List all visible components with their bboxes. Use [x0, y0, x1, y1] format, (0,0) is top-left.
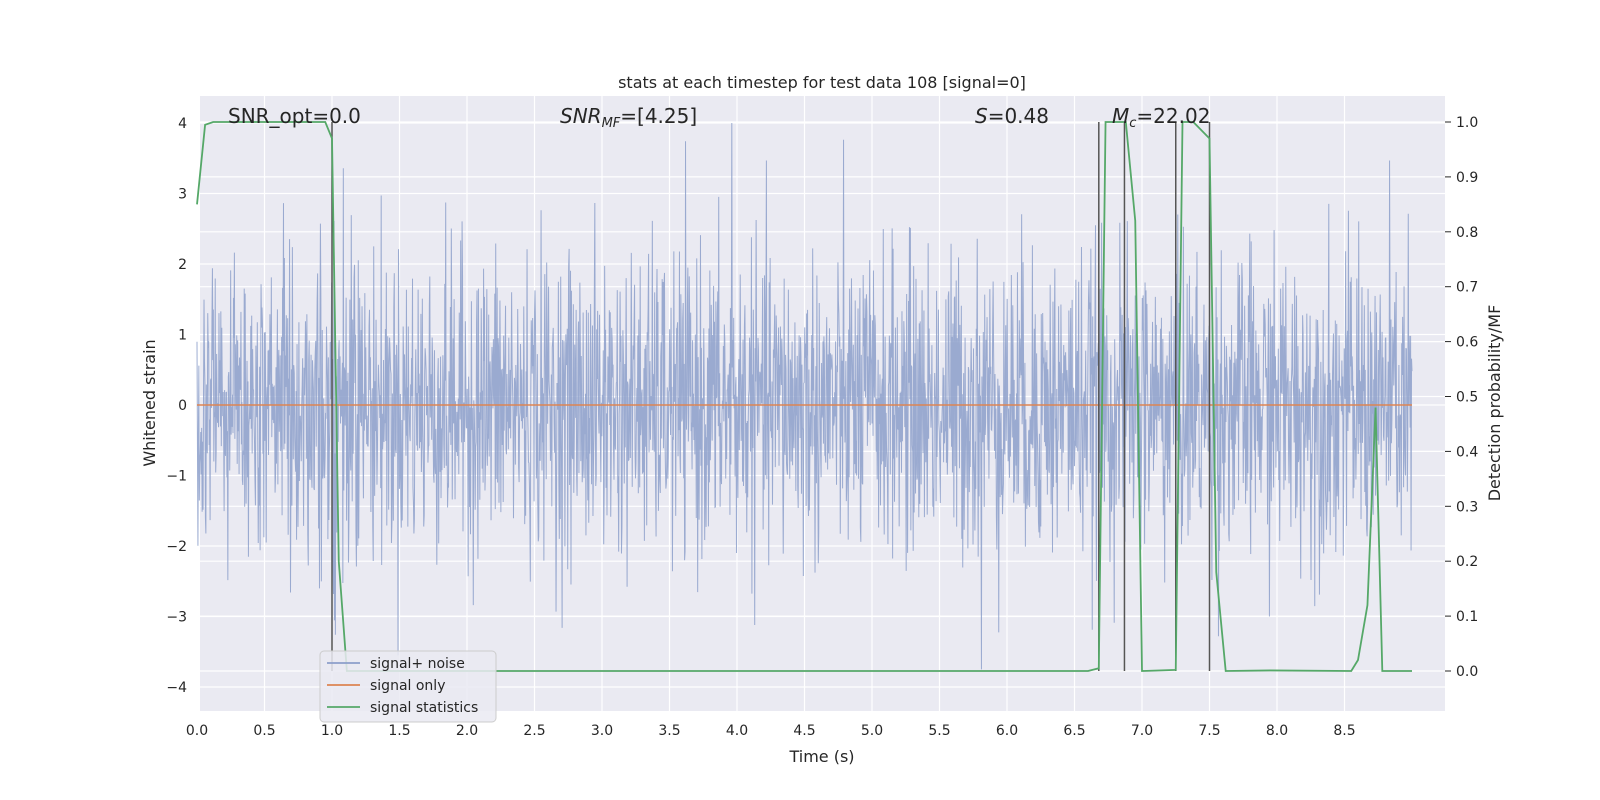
chart-title: stats at each timestep for test data 108… [618, 73, 1026, 92]
y-right-tick-label: 0.1 [1456, 609, 1478, 625]
y-left-tick-label: −3 [166, 610, 187, 626]
y-right-tick-label: 0.7 [1456, 280, 1478, 296]
x-tick-label: 1.0 [321, 723, 343, 739]
x-tick-label: 7.0 [1131, 723, 1153, 739]
y-right-tick-label: 0.3 [1456, 499, 1478, 515]
y-left-tick-label: −4 [166, 680, 187, 696]
x-tick-label: 8.0 [1266, 723, 1288, 739]
series-signal-statistics [196, 121, 1412, 672]
x-tick-label: 1.5 [388, 723, 410, 739]
annotation-mc-value: Mc=22.02 [1112, 104, 1210, 131]
legend-entry-label: signal+ noise [370, 656, 465, 672]
x-tick-label: 4.5 [793, 723, 815, 739]
x-tick-label: 0.0 [186, 723, 208, 739]
x-tick-label: 0.5 [253, 723, 275, 739]
y-axis-label-right: Detection probability/MF [1485, 305, 1504, 502]
y-right-tick-label: 0.9 [1456, 170, 1478, 186]
x-tick-label: 6.0 [996, 723, 1018, 739]
legend-entry-label: signal statistics [370, 700, 478, 716]
x-tick-label: 3.0 [591, 723, 613, 739]
y-right-tick-label: 0.6 [1456, 335, 1478, 351]
x-tick-label: 5.5 [928, 723, 950, 739]
y-left-tick-label: 4 [178, 116, 187, 132]
y-left-tick-label: 3 [178, 187, 187, 203]
y-right-tick-label: 0.4 [1456, 444, 1478, 460]
x-tick-label: 5.0 [861, 723, 883, 739]
x-tick-label: 6.5 [1063, 723, 1085, 739]
legend-box [319, 650, 497, 723]
y-right-tick-label: 0.2 [1456, 554, 1478, 570]
annotation-snr-opt: SNR_opt=0.0 [228, 104, 361, 128]
y-left-tick-label: −2 [166, 539, 187, 555]
x-tick-label: 3.5 [658, 723, 680, 739]
y-right-tick-label: 0.0 [1456, 664, 1478, 680]
annotation-s-value: S=0.48 [975, 104, 1049, 128]
y-axis-label-left: Whitened strain [140, 339, 159, 466]
x-tick-label: 8.5 [1333, 723, 1355, 739]
x-tick-label: 2.0 [456, 723, 478, 739]
y-left-tick-label: 0 [178, 398, 187, 414]
x-tick-label: 4.0 [726, 723, 748, 739]
y-right-tick-label: 0.5 [1456, 390, 1478, 406]
y-left-tick-label: 2 [178, 257, 187, 273]
y-right-tick-label: 1.0 [1456, 115, 1478, 131]
y-right-tick-label: 0.8 [1456, 225, 1478, 241]
y-left-tick-label: −1 [166, 469, 187, 485]
y-left-tick-label: 1 [178, 328, 187, 344]
x-tick-label: 7.5 [1198, 723, 1220, 739]
annotation-snr-mf: SNRMF=[4.25] [560, 104, 697, 131]
x-tick-label: 2.5 [523, 723, 545, 739]
legend-entry-label: signal only [370, 678, 445, 694]
x-axis-label: Time (s) [788, 747, 854, 766]
